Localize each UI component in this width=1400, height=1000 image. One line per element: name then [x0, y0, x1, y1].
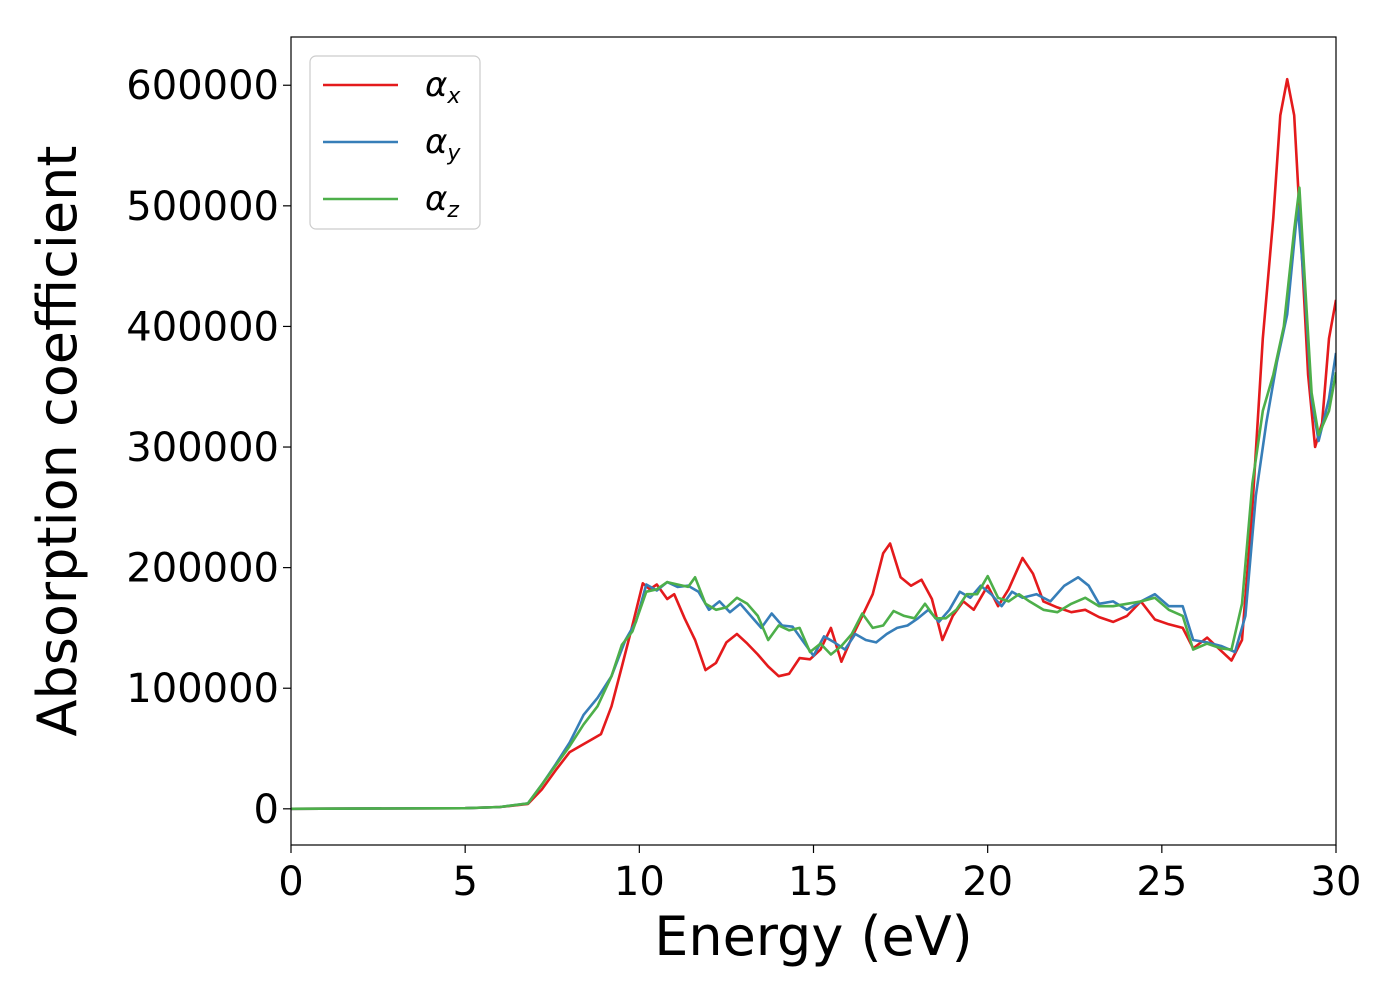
- series-line-x: [291, 77, 1336, 811]
- x-tick-label: 30: [1311, 859, 1362, 905]
- y-tick-label: 0: [254, 787, 279, 833]
- y-tick-label: 100000: [126, 666, 279, 712]
- y-axis: 0 100000 200000 300000 400000 500000 600000: [126, 63, 291, 833]
- x-axis: 0 5 10 15 20 25 30: [278, 845, 1361, 905]
- x-tick-label: 20: [962, 859, 1013, 905]
- y-tick-label: 200000: [126, 546, 279, 592]
- x-tick-label: 10: [614, 859, 665, 905]
- x-tick-label: 0: [278, 859, 303, 905]
- x-tick-label: 5: [452, 859, 477, 905]
- x-tick-label: 15: [788, 859, 839, 905]
- series-line-z: [291, 186, 1336, 811]
- x-axis-label: Energy (eV): [654, 905, 973, 968]
- series-layer: [291, 77, 1336, 811]
- y-tick-label: 400000: [126, 304, 279, 350]
- series-line-y: [291, 204, 1336, 811]
- legend-label-z: αz: [425, 179, 459, 223]
- legend: αx αy αz: [309, 55, 481, 230]
- y-tick-label: 300000: [126, 425, 279, 471]
- y-tick-label: 500000: [126, 184, 279, 230]
- y-axis-label: Absorption coefficient: [26, 146, 89, 737]
- y-tick-label: 600000: [126, 63, 279, 109]
- legend-label-x: αx: [425, 65, 461, 109]
- x-tick-label: 25: [1136, 859, 1187, 905]
- legend-label-y: αy: [425, 122, 461, 166]
